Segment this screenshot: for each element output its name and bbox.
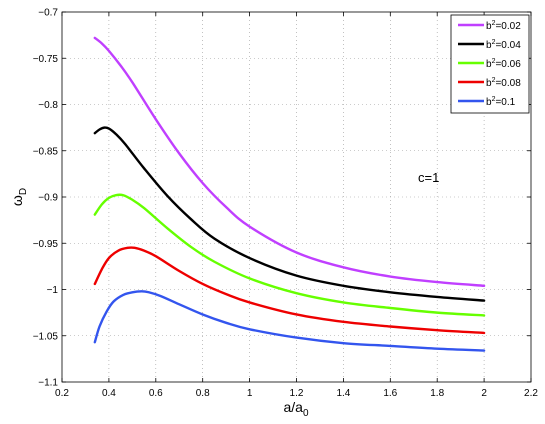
y-tick-label: −0.95	[33, 239, 59, 250]
x-tick-label: 0.2	[55, 388, 69, 399]
y-tick-label: −1.1	[38, 378, 58, 389]
series-line-4	[93, 246, 486, 335]
series-line-2	[93, 126, 486, 302]
y-tick-label: −0.8	[38, 100, 58, 111]
x-tick-label: 1.8	[430, 388, 444, 399]
tick-labels: 0.2 0.4 0.6 0.8 1 1.2 1.4 1.6 1.8 2 2.2 −1.1 −1.05 −1…	[33, 8, 539, 400]
series-line-5	[93, 290, 486, 352]
legend-label-4: b2=0.08	[486, 77, 521, 89]
legend: b2=0.02 b2=0.04 b2=0.06 b2=0.08 b2=0.1	[450, 14, 530, 114]
x-tick-label: 0.8	[196, 388, 210, 399]
y-tick-label: −0.9	[38, 193, 58, 204]
y-tick-label: −0.85	[33, 146, 59, 157]
x-tick-label: 1.6	[383, 388, 397, 399]
series-line-1	[93, 36, 486, 287]
y-axis-label: ωD	[9, 188, 29, 206]
x-tick-label: 0.4	[102, 388, 116, 399]
x-tick-label: 2.2	[524, 388, 538, 399]
x-tick-label: 2	[481, 388, 487, 399]
legend-label-2: b2=0.04	[486, 39, 521, 51]
x-tick-label: 0.6	[149, 388, 163, 399]
x-tick-label: 1.2	[290, 388, 304, 399]
series-line-3	[93, 193, 486, 317]
legend-label-1: b2=0.02	[486, 20, 521, 32]
x-tick-label: 1.4	[336, 388, 350, 399]
y-tick-label: −0.75	[33, 54, 59, 65]
x-tick-label: 1	[247, 388, 253, 399]
y-tick-label: −0.7	[38, 8, 58, 19]
annotation-c: c=1	[418, 170, 439, 185]
legend-label-5: b2=0.1	[486, 96, 516, 108]
series-group	[93, 36, 486, 352]
y-tick-label: −1	[47, 285, 59, 296]
legend-label-3: b2=0.06	[486, 58, 521, 70]
ticks	[61, 11, 532, 383]
y-tick-label: −1.05	[33, 331, 59, 342]
x-axis-label: a/a0	[283, 399, 308, 419]
